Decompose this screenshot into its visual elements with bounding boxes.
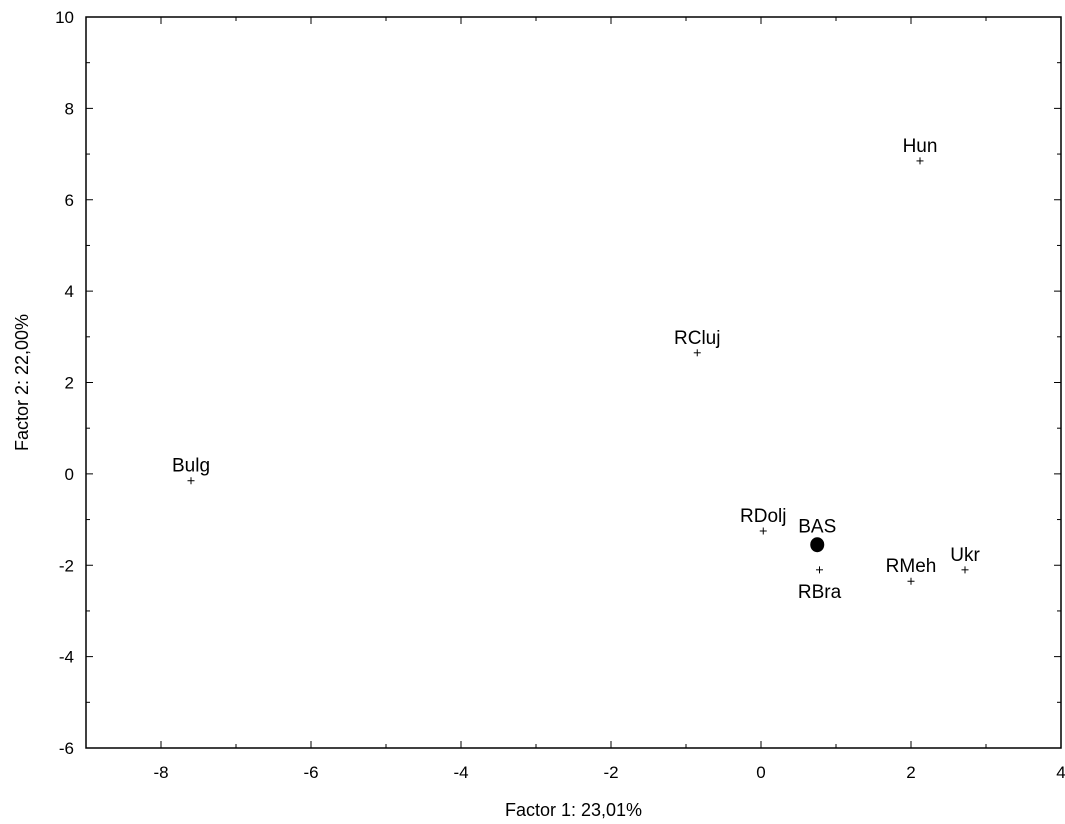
y-tick-label: -6 [59,739,74,758]
x-axis-title: Factor 1: 23,01% [505,800,642,820]
y-tick-label: -2 [59,556,74,575]
data-point: Ukr [950,545,980,574]
y-tick-label: 8 [65,99,74,118]
y-axis-title: Factor 2: 22,00% [12,314,32,451]
y-tick-label: 0 [65,465,74,484]
x-tick-label: -8 [153,763,168,782]
point-label: BAS [798,517,836,538]
data-point: Bulg [172,456,210,485]
data-point: BAS [798,517,836,553]
point-label: Hun [903,136,938,157]
x-tick-label: 0 [756,763,765,782]
x-tick-label: -2 [603,763,618,782]
x-tick-label: 2 [906,763,915,782]
y-axis: -6 -4 -2 0 2 4 6 8 10 [55,8,1061,758]
y-tick-label: 4 [65,282,74,301]
point-label: RDolj [740,506,786,527]
data-points: Hun RCluj Bulg RDolj BAS RBra RMeh Ukr [172,136,980,603]
y-tick-label: 10 [55,8,74,27]
data-point: RCluj [674,328,720,357]
x-tick-label: -6 [303,763,318,782]
data-point: RMeh [886,556,937,585]
point-label: Ukr [950,545,980,566]
point-label: RMeh [886,556,937,577]
data-point: RDolj [740,506,786,535]
y-tick-label: 6 [65,191,74,210]
data-point: Hun [903,136,938,165]
plot-frame [85,16,1062,749]
point-label: Bulg [172,456,210,477]
point-label: RBra [798,582,842,603]
x-axis: -8 -6 -4 -2 0 2 4 [85,17,1065,782]
data-point: RBra [798,566,842,603]
point-marker-dot [810,537,825,553]
x-tick-label: 4 [1056,763,1065,782]
y-tick-label: 2 [65,374,74,393]
x-tick-label: -4 [453,763,468,782]
point-label: RCluj [674,328,720,349]
y-tick-label: -4 [59,648,74,667]
